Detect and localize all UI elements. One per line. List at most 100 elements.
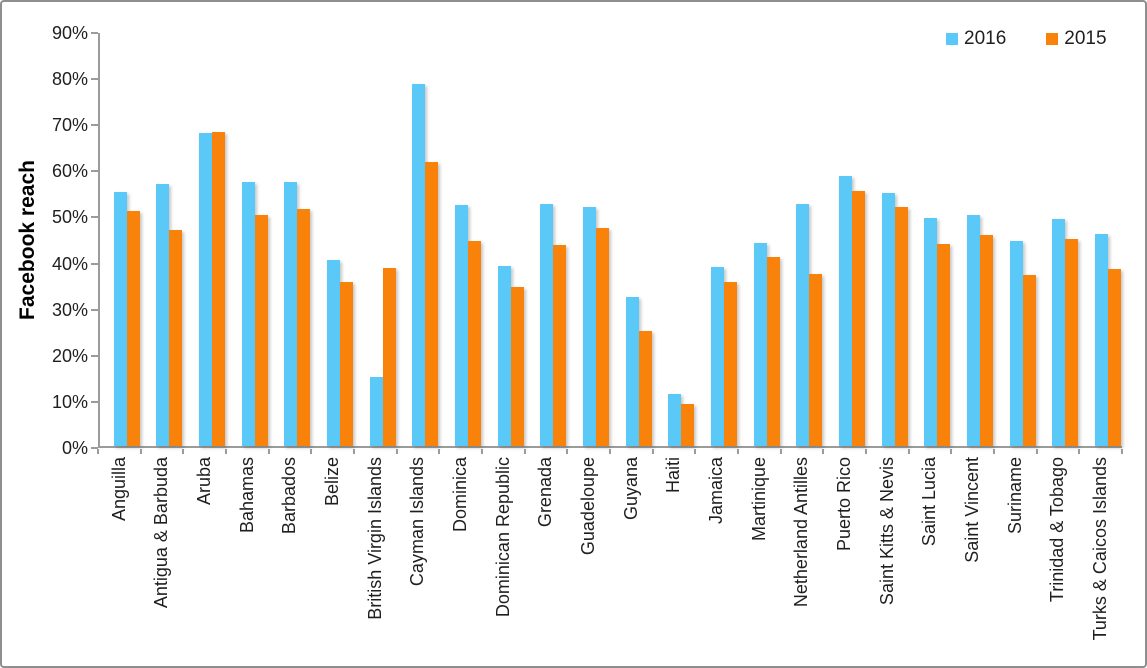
bar-2016 <box>369 377 383 446</box>
x-axis-label-text: Grenada <box>535 457 556 528</box>
x-axis-label: Turks & Caicos Islands <box>1079 457 1122 657</box>
y-tick-label: 20% <box>51 345 88 366</box>
bar-2015 <box>254 214 268 446</box>
x-axis-label-text: Suriname <box>1004 457 1025 535</box>
bar-2016 <box>924 217 938 446</box>
x-axis-label-text: Guyana <box>620 457 641 521</box>
bar-2015 <box>723 282 737 446</box>
y-tick-label: 60% <box>51 161 88 182</box>
x-axis-label-text: Bahamas <box>236 457 257 534</box>
bar-2016 <box>838 176 852 446</box>
x-axis-label: Guadeloupe <box>567 457 610 657</box>
bar-2016 <box>668 394 682 446</box>
x-tick-mark <box>822 449 825 454</box>
x-tick-mark <box>694 449 697 454</box>
x-tick-mark <box>1035 449 1038 454</box>
category-column <box>313 33 356 446</box>
x-tick-mark <box>139 449 142 454</box>
x-tick-mark <box>182 449 185 454</box>
bar-2015 <box>1022 274 1036 446</box>
x-tick-mark <box>353 449 355 454</box>
category-column <box>484 33 527 446</box>
bar-2015 <box>126 210 140 446</box>
legend-swatch-icon <box>946 33 958 45</box>
category-column <box>996 33 1039 446</box>
bar-2015 <box>339 282 353 446</box>
x-axis-label: Haiti <box>653 457 696 657</box>
x-axis-label-text: Belize <box>322 457 343 507</box>
x-axis-label-text: Puerto Rico <box>834 457 855 552</box>
legend-swatch-icon <box>1046 33 1059 45</box>
x-tick-mark <box>481 449 483 454</box>
plot-area <box>98 33 1122 448</box>
x-axis-label-text: Cayman Islands <box>407 457 428 587</box>
bar-2016 <box>412 83 426 446</box>
x-tick-mark <box>1078 449 1081 454</box>
bar-2015 <box>937 243 951 446</box>
category-column <box>228 33 271 446</box>
bar-2016 <box>113 192 127 446</box>
bar-2015 <box>638 330 652 446</box>
x-axis-label: Puerto Rico <box>823 457 866 657</box>
y-tick-mark <box>91 216 98 219</box>
category-column <box>185 33 228 446</box>
y-tick-label: 0% <box>61 438 88 458</box>
category-column <box>143 33 186 446</box>
bar-2015 <box>595 227 609 446</box>
x-axis-label: British Virgin Islands <box>354 457 397 657</box>
bar-2015 <box>467 240 481 446</box>
bar-2016 <box>156 184 170 446</box>
x-axis-label: Guyana <box>610 457 653 657</box>
bar-2015 <box>169 230 183 446</box>
bar-2015 <box>1107 268 1121 446</box>
x-axis-label-text: Anguilla <box>108 457 129 522</box>
bar-2016 <box>284 181 298 446</box>
x-axis-label-text: Turks & Caicos Islands <box>1090 457 1111 641</box>
x-tick-mark <box>523 449 526 454</box>
x-axis-label-text: Saint Lucia <box>919 457 940 547</box>
x-axis-label: Martinique <box>738 457 781 657</box>
bar-2015 <box>681 404 695 446</box>
legend-item-2016: 2016 <box>946 28 1006 50</box>
x-tick-mark <box>737 449 739 454</box>
legend-label: 2015 <box>1064 28 1107 49</box>
x-axis-label: Trinidad & Tobago <box>1037 457 1080 657</box>
x-axis-label-text: Guadeloupe <box>578 457 599 556</box>
y-tick-mark <box>91 78 98 81</box>
bar-2015 <box>382 267 396 446</box>
legend-item-2015: 2015 <box>1046 28 1107 50</box>
y-tick-label: 10% <box>51 391 88 412</box>
x-tick-mark <box>865 449 867 454</box>
x-tick-mark <box>395 449 398 454</box>
y-tick-mark <box>91 447 98 449</box>
bar-2016 <box>241 181 255 446</box>
category-column <box>569 33 612 446</box>
category-column <box>356 33 399 446</box>
bar-2016 <box>625 296 639 446</box>
category-column <box>953 33 996 446</box>
category-column <box>783 33 826 446</box>
x-tick-mark <box>310 449 313 454</box>
x-axis-label: Cayman Islands <box>397 457 440 657</box>
x-axis-label-text: Martinique <box>748 457 769 542</box>
x-axis-label: Netherland Antilles <box>781 457 824 657</box>
bar-2015 <box>1065 239 1079 446</box>
x-axis-label-text: Dominica <box>450 457 471 533</box>
category-column <box>825 33 868 446</box>
x-axis-label: Jamaica <box>695 457 738 657</box>
x-axis-label-text: British Virgin Islands <box>364 457 385 620</box>
y-tick-mark <box>91 170 98 173</box>
x-axis-label: Saint Lucia <box>909 457 952 657</box>
x-axis-label-text: Antigua & Barbuda <box>151 457 172 609</box>
x-axis-label: Antigua & Barbuda <box>141 457 184 657</box>
y-tick-mark <box>91 124 98 127</box>
x-axis-label-text: Aruba <box>194 457 215 506</box>
bar-2016 <box>326 259 340 446</box>
x-axis-label-text: Jamaica <box>706 457 727 525</box>
bar-2016 <box>582 206 596 446</box>
bar-2015 <box>851 190 865 446</box>
category-column <box>399 33 442 446</box>
bar-2016 <box>710 266 724 446</box>
bar-2015 <box>979 234 993 446</box>
